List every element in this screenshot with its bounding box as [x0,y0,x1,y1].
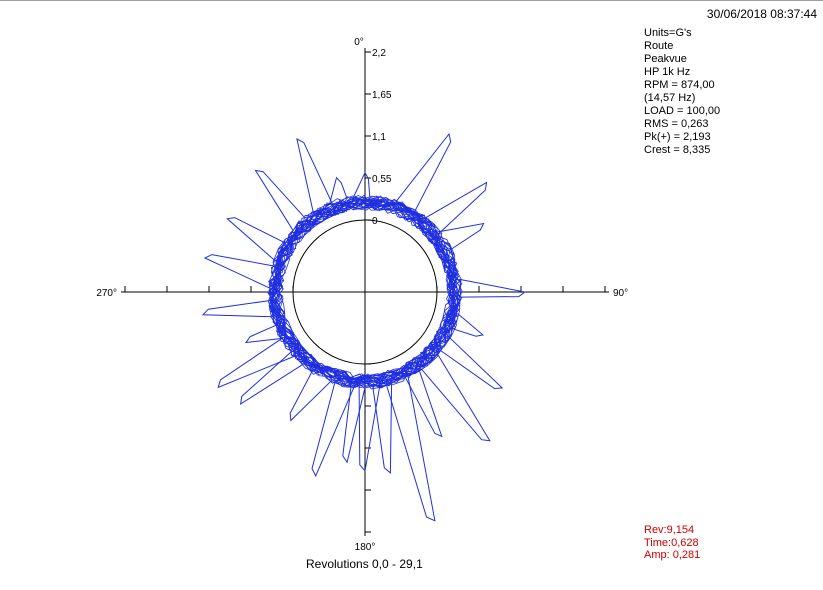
plot-axes [121,48,609,536]
radial-tick-label: 1,65 [372,90,392,101]
spike-mark-13 [311,381,355,478]
radial-tick-label: 0 [372,216,378,227]
frame-top-border [0,0,823,1]
load-label: LOAD = 100,00 [644,105,721,117]
spike-mark-2 [424,181,488,234]
spike-mark-15 [239,351,304,406]
baseline-trace [267,194,463,390]
spike-mark-20 [226,217,285,262]
spike-mark-22 [296,138,333,213]
spike-mark-18 [201,300,274,318]
cursor-time: Time:0,628 [644,536,699,549]
spike-mark-14 [289,370,332,422]
plot-labels: 2,2 1,65 1,1 0,55 0 0° 90° 180° 270° [96,37,628,553]
info-panel: Units=G's Route Peakvue HP 1k Hz RPM = 8… [644,27,720,157]
angle-label-bottom: 180° [355,542,376,553]
cursor-amp: Amp: 0,281 [644,549,701,561]
radial-tick-label: 0,55 [372,174,392,185]
spike-mark-3 [438,222,485,251]
cursor-rev: Rev:9,154 [644,524,695,536]
freq-label: (14,57 Hz) [644,92,696,104]
spike-mark-23 [329,176,348,205]
angle-label-top: 0° [354,37,364,48]
route-label: Route [644,40,674,52]
spike-mark-4 [458,278,526,298]
spike-mark-6 [439,336,504,390]
spike-mark-1 [395,132,452,212]
timestamp: 30/06/2018 08:37:44 [706,7,817,21]
trace-group [201,132,526,522]
radial-tick-label: 1,1 [372,132,386,143]
mode-label: Peakvue [644,53,687,65]
rms-label: RMS = 0,263 [644,118,709,130]
pk-label: Pk(+) = 2,193 [644,131,711,143]
spike-mark-0 [352,171,371,199]
revolutions-label: Revolutions 0,0 - 29,1 [306,557,423,571]
spike-mark-17 [244,324,283,344]
spike-mark-16 [217,337,296,389]
filter-label: HP 1k Hz [644,66,691,78]
angle-label-left: 270° [96,288,117,299]
radial-tick-label: 2,2 [372,48,386,59]
spike-mark-5 [452,313,485,337]
spike-mark-9 [385,376,436,522]
cursor-readout: Rev:9,154 Time:0,628 Amp: 0,281 [644,524,700,562]
crest-label: Crest = 8,335 [644,144,711,156]
spike-mark-21 [254,169,306,231]
spike-mark-11 [358,385,381,473]
spike-mark-19 [203,254,274,289]
spike-mark-10 [372,382,393,474]
spike-mark-12 [342,385,366,464]
angle-label-right: 90° [613,288,628,299]
rpm-label: RPM = 874,00 [644,79,715,91]
units-label: Units=G's [644,27,692,39]
spike-mark-7 [420,353,491,442]
spike-mark-8 [405,369,443,438]
